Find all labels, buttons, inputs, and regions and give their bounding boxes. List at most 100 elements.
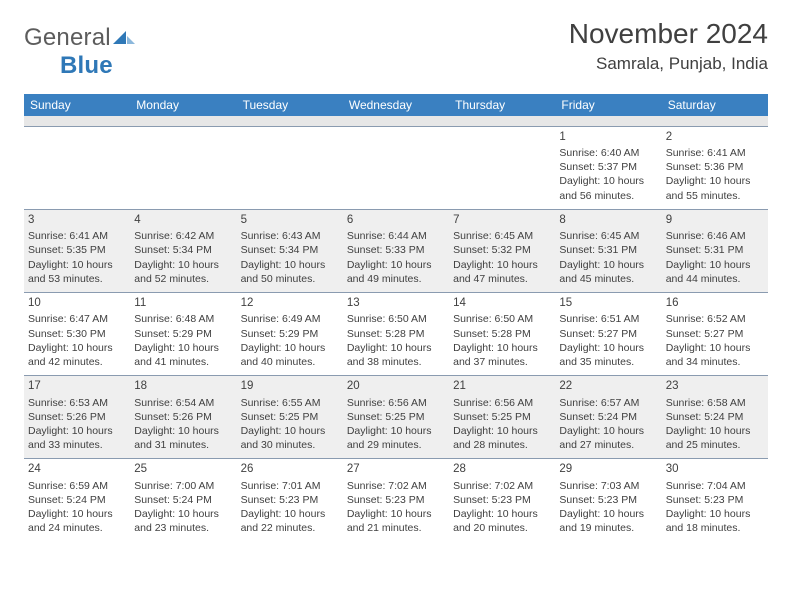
day-number: 6 [347,213,445,229]
sunset-text: Sunset: 5:29 PM [241,327,339,341]
day-number: 16 [666,296,764,312]
sunrise-text: Sunrise: 7:01 AM [241,479,339,493]
sunset-text: Sunset: 5:27 PM [559,327,657,341]
calendar-cell: 25Sunrise: 7:00 AMSunset: 5:24 PMDayligh… [130,459,236,542]
daylight-text: Daylight: 10 hours and 29 minutes. [347,424,445,452]
daylight-text: Daylight: 10 hours and 40 minutes. [241,341,339,369]
daylight-text: Daylight: 10 hours and 41 minutes. [134,341,232,369]
daylight-text: Daylight: 10 hours and 24 minutes. [28,507,126,535]
day-number: 4 [134,213,232,229]
daylight-text: Daylight: 10 hours and 52 minutes. [134,258,232,286]
month-title: November 2024 [569,18,768,50]
weekday-wednesday: Wednesday [343,94,449,116]
calendar-cell [130,126,236,209]
calendar-cell [237,126,343,209]
sunset-text: Sunset: 5:26 PM [28,410,126,424]
calendar-cell: 22Sunrise: 6:57 AMSunset: 5:24 PMDayligh… [555,376,661,459]
sunrise-text: Sunrise: 6:54 AM [134,396,232,410]
sunrise-text: Sunrise: 6:42 AM [134,229,232,243]
weekday-friday: Friday [555,94,661,116]
calendar-cell: 14Sunrise: 6:50 AMSunset: 5:28 PMDayligh… [449,292,555,375]
calendar-cell [343,126,449,209]
logo-sail-icon [113,24,135,52]
weekday-thursday: Thursday [449,94,555,116]
daylight-text: Daylight: 10 hours and 50 minutes. [241,258,339,286]
sunrise-text: Sunrise: 6:45 AM [559,229,657,243]
day-number: 15 [559,296,657,312]
day-number: 2 [666,130,764,146]
daylight-text: Daylight: 10 hours and 31 minutes. [134,424,232,452]
sunrise-text: Sunrise: 6:53 AM [28,396,126,410]
day-number: 30 [666,462,764,478]
calendar-cell: 18Sunrise: 6:54 AMSunset: 5:26 PMDayligh… [130,376,236,459]
sunrise-text: Sunrise: 6:56 AM [453,396,551,410]
sunrise-text: Sunrise: 6:47 AM [28,312,126,326]
header: General Blue November 2024 Samrala, Punj… [24,18,768,80]
sunrise-text: Sunrise: 6:57 AM [559,396,657,410]
sunrise-text: Sunrise: 6:58 AM [666,396,764,410]
calendar-row: 1Sunrise: 6:40 AMSunset: 5:37 PMDaylight… [24,126,768,209]
calendar-cell: 10Sunrise: 6:47 AMSunset: 5:30 PMDayligh… [24,292,130,375]
day-number: 11 [134,296,232,312]
daylight-text: Daylight: 10 hours and 38 minutes. [347,341,445,369]
daylight-text: Daylight: 10 hours and 33 minutes. [28,424,126,452]
day-number: 28 [453,462,551,478]
weekday-header-row: Sunday Monday Tuesday Wednesday Thursday… [24,94,768,116]
sunset-text: Sunset: 5:28 PM [453,327,551,341]
day-number: 21 [453,379,551,395]
day-number: 10 [28,296,126,312]
calendar-cell: 9Sunrise: 6:46 AMSunset: 5:31 PMDaylight… [662,209,768,292]
day-number: 20 [347,379,445,395]
sunset-text: Sunset: 5:30 PM [28,327,126,341]
sunset-text: Sunset: 5:33 PM [347,243,445,257]
sunset-text: Sunset: 5:27 PM [666,327,764,341]
calendar-cell: 17Sunrise: 6:53 AMSunset: 5:26 PMDayligh… [24,376,130,459]
sunset-text: Sunset: 5:24 PM [559,410,657,424]
sunset-text: Sunset: 5:23 PM [666,493,764,507]
daylight-text: Daylight: 10 hours and 35 minutes. [559,341,657,369]
weekday-saturday: Saturday [662,94,768,116]
calendar-table: Sunday Monday Tuesday Wednesday Thursday… [24,94,768,542]
day-number: 22 [559,379,657,395]
calendar-cell: 26Sunrise: 7:01 AMSunset: 5:23 PMDayligh… [237,459,343,542]
daylight-text: Daylight: 10 hours and 34 minutes. [666,341,764,369]
day-number: 18 [134,379,232,395]
calendar-cell: 23Sunrise: 6:58 AMSunset: 5:24 PMDayligh… [662,376,768,459]
sunrise-text: Sunrise: 6:48 AM [134,312,232,326]
day-number: 3 [28,213,126,229]
daylight-text: Daylight: 10 hours and 49 minutes. [347,258,445,286]
day-number: 7 [453,213,551,229]
calendar-cell: 27Sunrise: 7:02 AMSunset: 5:23 PMDayligh… [343,459,449,542]
daylight-text: Daylight: 10 hours and 19 minutes. [559,507,657,535]
page: General Blue November 2024 Samrala, Punj… [0,0,792,542]
calendar-cell [449,126,555,209]
daylight-text: Daylight: 10 hours and 28 minutes. [453,424,551,452]
sunset-text: Sunset: 5:26 PM [134,410,232,424]
daylight-text: Daylight: 10 hours and 22 minutes. [241,507,339,535]
daylight-text: Daylight: 10 hours and 53 minutes. [28,258,126,286]
calendar-cell: 29Sunrise: 7:03 AMSunset: 5:23 PMDayligh… [555,459,661,542]
sunset-text: Sunset: 5:25 PM [347,410,445,424]
day-number: 14 [453,296,551,312]
sunset-text: Sunset: 5:28 PM [347,327,445,341]
day-number: 9 [666,213,764,229]
sunset-text: Sunset: 5:23 PM [241,493,339,507]
daylight-text: Daylight: 10 hours and 45 minutes. [559,258,657,286]
day-number: 19 [241,379,339,395]
calendar-cell: 21Sunrise: 6:56 AMSunset: 5:25 PMDayligh… [449,376,555,459]
sunrise-text: Sunrise: 7:02 AM [453,479,551,493]
spacer-row [24,116,768,126]
sunset-text: Sunset: 5:32 PM [453,243,551,257]
sunset-text: Sunset: 5:23 PM [453,493,551,507]
calendar-cell: 3Sunrise: 6:41 AMSunset: 5:35 PMDaylight… [24,209,130,292]
day-number: 5 [241,213,339,229]
daylight-text: Daylight: 10 hours and 30 minutes. [241,424,339,452]
sunrise-text: Sunrise: 6:46 AM [666,229,764,243]
sunset-text: Sunset: 5:25 PM [453,410,551,424]
daylight-text: Daylight: 10 hours and 42 minutes. [28,341,126,369]
calendar-cell: 28Sunrise: 7:02 AMSunset: 5:23 PMDayligh… [449,459,555,542]
sunset-text: Sunset: 5:31 PM [666,243,764,257]
calendar-cell: 16Sunrise: 6:52 AMSunset: 5:27 PMDayligh… [662,292,768,375]
sunrise-text: Sunrise: 6:55 AM [241,396,339,410]
day-number: 17 [28,379,126,395]
